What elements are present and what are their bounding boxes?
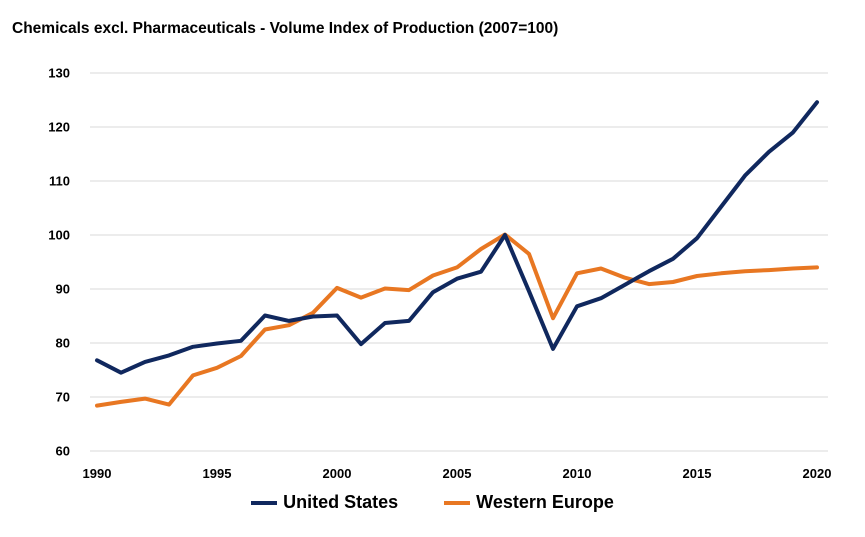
x-tick-label-2020: 2020 <box>803 466 832 481</box>
y-tick-label-120: 120 <box>48 120 70 135</box>
gridlines <box>90 72 828 452</box>
x-tick-label-2000: 2000 <box>323 466 352 481</box>
legend-item-united-states: United States <box>251 492 398 513</box>
legend-swatch-western-europe <box>444 500 471 505</box>
legend-item-western-europe: Western Europe <box>444 492 614 513</box>
chart-title: Chemicals excl. Pharmaceuticals - Volume… <box>12 20 559 37</box>
y-tick-label-130: 130 <box>48 66 70 81</box>
y-tick-label-100: 100 <box>48 228 70 243</box>
x-tick-label-1995: 1995 <box>203 466 232 481</box>
x-axis-tick-labels: 1990 1995 2000 2005 2010 2015 2020 <box>83 466 832 481</box>
y-tick-label-90: 90 <box>56 282 70 297</box>
y-tick-label-60: 60 <box>56 444 70 459</box>
legend-swatch-united-states <box>251 500 278 505</box>
y-axis-tick-labels: 60 70 80 90 100 110 120 130 <box>48 66 70 459</box>
legend-label-western-europe: Western Europe <box>476 492 614 512</box>
y-tick-label-80: 80 <box>56 336 70 351</box>
legend-label-united-states: United States <box>283 492 399 512</box>
y-tick-label-110: 110 <box>49 174 70 189</box>
series-line-western-europe <box>95 232 819 408</box>
series-line-united-states <box>95 100 819 375</box>
line-chart: 60 70 80 90 100 110 120 130 1990 1995 2000 2005 201… <box>48 66 832 482</box>
x-tick-label-1990: 1990 <box>83 466 112 481</box>
legend: United States Western Europe <box>0 492 865 513</box>
x-tick-label-2015: 2015 <box>683 466 712 481</box>
x-tick-label-2005: 2005 <box>443 466 472 481</box>
y-tick-label-70: 70 <box>56 390 70 405</box>
series-lines <box>95 100 819 408</box>
x-tick-label-2010: 2010 <box>563 466 592 481</box>
